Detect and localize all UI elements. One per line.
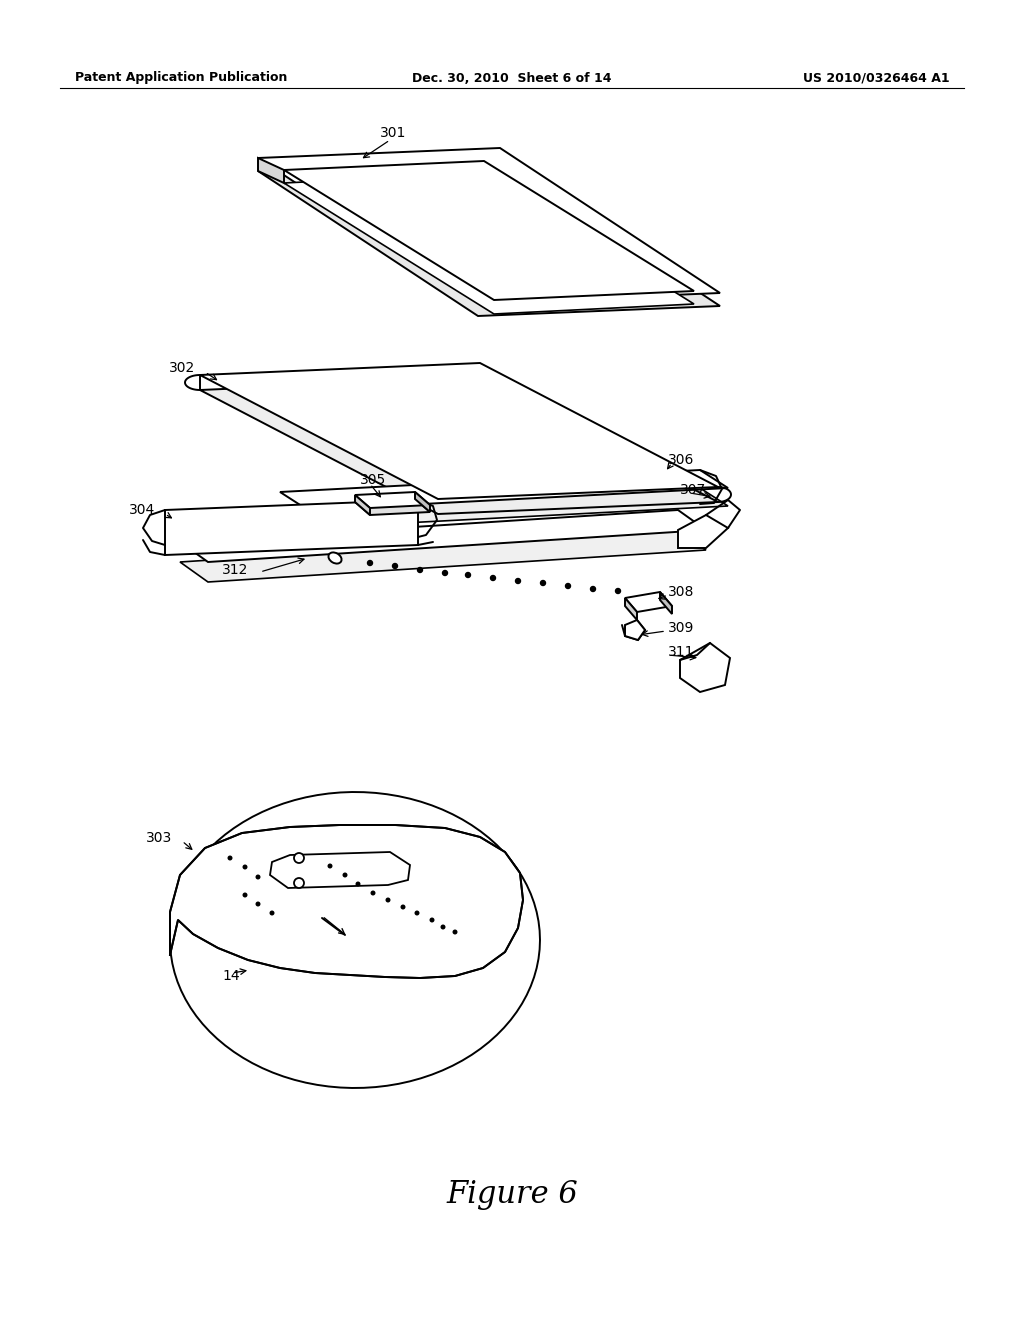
Circle shape (355, 882, 360, 887)
Polygon shape (660, 591, 672, 614)
Polygon shape (165, 500, 418, 554)
Circle shape (294, 878, 304, 888)
Text: 309: 309 (668, 620, 694, 635)
Text: Figure 6: Figure 6 (446, 1180, 578, 1210)
Circle shape (294, 853, 304, 863)
Polygon shape (170, 792, 540, 1088)
Circle shape (392, 564, 397, 569)
Circle shape (243, 892, 248, 898)
Text: 14: 14 (222, 969, 240, 983)
Text: Patent Application Publication: Patent Application Publication (75, 71, 288, 84)
Text: Dec. 30, 2010  Sheet 6 of 14: Dec. 30, 2010 Sheet 6 of 14 (413, 71, 611, 84)
Polygon shape (680, 643, 730, 692)
Circle shape (453, 929, 458, 935)
Polygon shape (258, 158, 284, 183)
Polygon shape (625, 598, 637, 620)
Polygon shape (258, 161, 720, 315)
Polygon shape (625, 620, 645, 640)
Polygon shape (355, 499, 430, 515)
Circle shape (466, 573, 470, 578)
Circle shape (227, 855, 232, 861)
Text: 307: 307 (680, 483, 707, 498)
Polygon shape (355, 495, 370, 515)
Circle shape (541, 581, 546, 586)
Circle shape (418, 568, 423, 573)
Circle shape (515, 578, 520, 583)
Circle shape (591, 586, 596, 591)
Text: 306: 306 (668, 453, 694, 467)
Circle shape (256, 902, 260, 907)
Ellipse shape (329, 553, 342, 564)
Text: 303: 303 (145, 832, 172, 845)
Circle shape (415, 911, 420, 916)
Polygon shape (200, 363, 718, 499)
Circle shape (440, 924, 445, 929)
Polygon shape (270, 851, 410, 888)
Circle shape (368, 561, 373, 565)
Polygon shape (625, 591, 672, 612)
Circle shape (342, 873, 347, 878)
Circle shape (385, 898, 390, 903)
Text: 302: 302 (169, 360, 195, 375)
Circle shape (328, 863, 333, 869)
Circle shape (565, 583, 570, 589)
Polygon shape (355, 492, 430, 508)
Circle shape (371, 891, 376, 895)
Polygon shape (415, 492, 430, 512)
Circle shape (269, 911, 274, 916)
Polygon shape (258, 148, 720, 304)
Polygon shape (180, 531, 706, 582)
Circle shape (429, 917, 434, 923)
Circle shape (243, 865, 248, 870)
Circle shape (442, 570, 447, 576)
Polygon shape (180, 510, 706, 562)
Circle shape (490, 576, 496, 581)
Polygon shape (284, 173, 694, 314)
Text: 304: 304 (129, 503, 155, 517)
Text: 312: 312 (221, 564, 248, 577)
Polygon shape (280, 470, 728, 510)
Text: 301: 301 (380, 125, 407, 140)
Text: 305: 305 (360, 473, 386, 487)
Text: 311: 311 (668, 645, 694, 659)
Polygon shape (170, 825, 523, 978)
Polygon shape (280, 488, 728, 528)
Polygon shape (185, 375, 200, 389)
Polygon shape (678, 515, 728, 548)
Circle shape (400, 904, 406, 909)
Polygon shape (200, 378, 718, 513)
Text: US 2010/0326464 A1: US 2010/0326464 A1 (804, 71, 950, 84)
Circle shape (256, 874, 260, 879)
Text: 308: 308 (668, 585, 694, 599)
Circle shape (615, 589, 621, 594)
Polygon shape (284, 161, 694, 300)
